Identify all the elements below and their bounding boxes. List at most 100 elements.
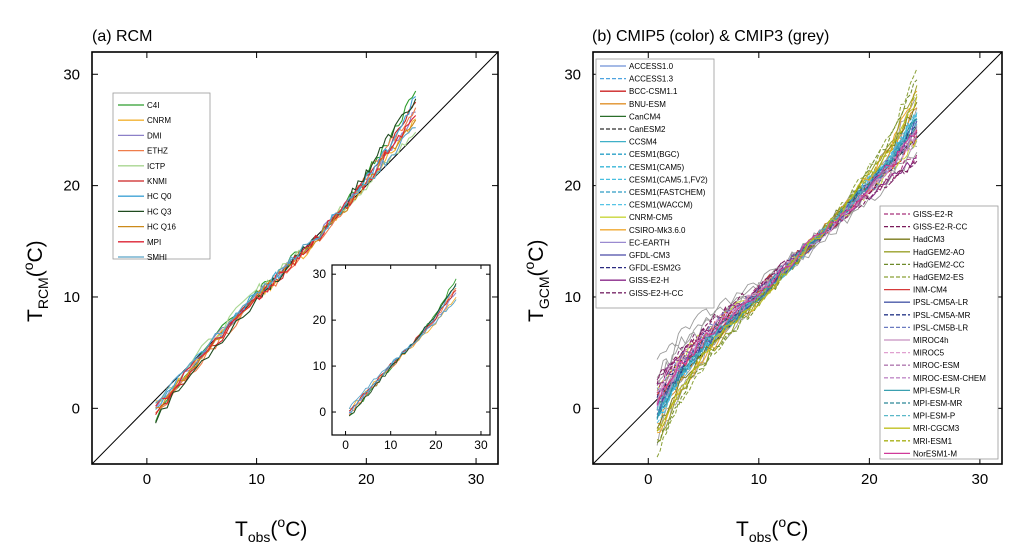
- panel-a-ytick-label-20: 20: [63, 178, 80, 195]
- panel-b-legend-label-miroc4h: MIROC4h: [913, 336, 949, 345]
- panel-b-legend-label-hadcm3: HadCM3: [913, 235, 945, 244]
- panel-b-series-mri-esm1: [656, 93, 918, 432]
- panel-b-xtick-label-10: 10: [750, 471, 767, 488]
- panel-b-legend-label-mri-cgcm3: MRI-CGCM3: [913, 424, 960, 433]
- panel-a-legend-label-ictp: ICTP: [147, 162, 165, 171]
- panel-b-legend-label-mpi-esm-lr: MPI-ESM-LR: [913, 386, 960, 395]
- panel-b-legend-label-mri-esm1: MRI-ESM1: [913, 437, 953, 446]
- inset-xtick-label-10: 10: [384, 438, 398, 452]
- panel-b-ticks: 0 10 20 30 0 10 20 30: [564, 52, 1002, 488]
- panel-b-legend-label-hadgem2-ao: HadGEM2-AO: [913, 248, 965, 257]
- panel-b-legend-label-mpi-esm-mr: MPI-ESM-MR: [913, 399, 963, 408]
- panel-b-ylabel-main: T: [525, 309, 548, 322]
- panel-b-ytick-label-10: 10: [564, 289, 581, 306]
- inset-ytick-label-10: 10: [313, 359, 327, 373]
- panel-b-legend-label-miroc-esm: MIROC-ESM: [913, 361, 960, 370]
- panel-b-series-hadgem2-cc: [656, 79, 918, 444]
- panel-b-series-giss-e2-r-cc: [656, 162, 917, 385]
- panel-b-series-giss-e2-h-cc: [656, 160, 918, 381]
- panel-b-legend-label-giss-e2-r: GISS-E2-R: [913, 210, 953, 219]
- panel-a-frame: [91, 51, 499, 465]
- panel-b-legend-label-ipsl-cm5b-lr: IPSL-CM5B-LR: [913, 323, 968, 332]
- inset-ytick-label-30: 30: [313, 267, 327, 281]
- panel-a-ylabel-sub: RCM: [35, 277, 51, 309]
- panel-b-series-noresm1-m: [656, 130, 918, 406]
- panel-b-ylabel-tail: C): [525, 240, 548, 262]
- panel-a: (a) RCM 0 10 20 30 0 10 20 30 C4I CNRM DMI ETHZ ICT…: [20, 28, 499, 545]
- panel-b-ylabel-sub: GCM: [536, 277, 552, 310]
- panel-b-legend-label-ipsl-cm5a-mr: IPSL-CM5A-MR: [913, 311, 971, 320]
- inset-ytick-label-0: 0: [319, 405, 326, 419]
- panel-b-legend-label-giss-e2-h: GISS-E2-H: [629, 276, 669, 285]
- panel-a-ytick-label-10: 10: [63, 289, 80, 306]
- panel-a-series-knmi: [155, 101, 417, 415]
- panel-a-ytick-label-0: 0: [72, 400, 80, 417]
- panel-b-series-mri-cgcm3: [656, 96, 918, 432]
- panel-a-legend-label-c4i: C4I: [147, 101, 159, 110]
- panel-a-xtick-label-20: 20: [358, 471, 375, 488]
- panel-b-title: (b) CMIP5 (color) & CMIP3 (grey): [592, 28, 829, 45]
- panel-b-series-mpi-esm-mr: [656, 117, 918, 419]
- panel-b-legend-label-giss-e2-r-cc: GISS-E2-R-CC: [913, 223, 967, 232]
- panel-a-xlabel-sub: obs: [248, 529, 271, 545]
- panel-b-legend: ACCESS1.0 ACCESS1.3 BCC-CSM1.1 BNU-ESM CanCM…: [600, 62, 986, 458]
- panel-b-legend-label-cesm1-fastchem: CESM1(FASTCHEM): [629, 188, 706, 197]
- panel-a-xtick-label-10: 10: [248, 471, 265, 488]
- panel-a-legend-label-knmi: KNMI: [147, 177, 167, 186]
- panel-b: (b) CMIP5 (color) & CMIP3 (grey) 0 10 20 30…: [521, 28, 1003, 545]
- panel-b-series-hadgem2-ao: [656, 85, 918, 442]
- panel-b-series-miroc-esm: [656, 128, 918, 404]
- panel-b-legend-label-hadgem2-es: HadGEM2-ES: [913, 273, 964, 282]
- inset-xtick-label-30: 30: [474, 438, 488, 452]
- panel-a-legend-label-cnrm: CNRM: [147, 116, 171, 125]
- panel-b-legend-label-access1-3: ACCESS1.3: [629, 75, 674, 84]
- panel-a-series-hc-q3: [155, 98, 417, 424]
- panel-b-ylabel-open: (: [525, 270, 548, 277]
- panel-b-legend-label-csiro-mk3-6-0: CSIRO-Mk3.6.0: [629, 226, 686, 235]
- panel-b-legend-label-ec-earth: EC-EARTH: [629, 238, 670, 247]
- panel-a-xlabel-tail: C): [285, 518, 307, 541]
- inset-background: [332, 265, 490, 435]
- panel-b-lines: [656, 68, 918, 458]
- panel-b-xtick-label-20: 20: [861, 471, 878, 488]
- panel-b-legend-label-gfdl-cm3: GFDL-CM3: [629, 251, 670, 260]
- panel-b-legend-label-cesm1-bgc: CESM1(BGC): [629, 150, 680, 159]
- panel-b-xtick-label-30: 30: [972, 471, 989, 488]
- panel-b-xlabel-open: (: [771, 518, 778, 541]
- inset-frame: [331, 264, 491, 436]
- inset-series-hc-q0: [349, 285, 457, 414]
- panel-b-legend-label-cnrm-cm5: CNRM-CM5: [629, 213, 673, 222]
- panel-b-xlabel-main: T: [736, 518, 749, 541]
- panel-a-ytick-label-30: 30: [63, 66, 80, 83]
- panel-a-ylabel-sup: o: [20, 262, 36, 270]
- inset-xtick-label-0: 0: [342, 438, 349, 452]
- panel-b-legend-label-mpi-esm-p: MPI-ESM-P: [913, 412, 955, 421]
- panel-a-xlabel: Tobs(oC): [235, 514, 307, 545]
- panel-b-ylabel: TGCM(oC): [521, 240, 552, 322]
- panel-b-legend-label-noresm1-m: NorESM1-M: [913, 449, 957, 458]
- panel-b-xlabel-tail: C): [786, 518, 808, 541]
- panel-a-legend-label-hc-q0: HC Q0: [147, 192, 172, 201]
- panel-a-legend-label-smhi: SMHI: [147, 253, 167, 262]
- panel-a-xlabel-main: T: [235, 518, 248, 541]
- panel-a-ticks: 0 10 20 30 0 10 20 30: [63, 52, 498, 488]
- panel-a-ylabel-open: (: [24, 270, 47, 277]
- panel-b-legend-label-gfdl-esm2g: GFDL-ESM2G: [629, 264, 681, 273]
- panel-b-legend-label-giss-e2-h-cc: GISS-E2-H-CC: [629, 289, 683, 298]
- panel-a-xlabel-sup: o: [277, 514, 285, 530]
- panel-b-legend-label-cancm4: CanCM4: [629, 112, 661, 121]
- panel-b-xlabel-sup: o: [778, 514, 786, 530]
- panel-b-legend-label-canesm2: CanESM2: [629, 125, 666, 134]
- panel-b-legend-label-inm-cm4: INM-CM4: [913, 286, 948, 295]
- panel-a-series-smhi: [155, 127, 416, 404]
- panel-b-ytick-label-0: 0: [573, 400, 581, 417]
- panel-b-legend-label-access1-0: ACCESS1.0: [629, 62, 674, 71]
- panel-b-legend-label-ccsm4: CCSM4: [629, 138, 658, 147]
- panel-b-legend-label-miroc-esm-chem: MIROC-ESM-CHEM: [913, 374, 986, 383]
- panel-b-xtick-label-0: 0: [644, 471, 652, 488]
- panel-b-ytick-label-30: 30: [564, 66, 581, 83]
- panel-b-frame: [592, 51, 1003, 465]
- panel-b-xlabel: Tobs(oC): [736, 514, 808, 545]
- panel-a-ylabel: TRCM(oC): [20, 240, 51, 322]
- inset-ytick-label-20: 20: [313, 313, 327, 327]
